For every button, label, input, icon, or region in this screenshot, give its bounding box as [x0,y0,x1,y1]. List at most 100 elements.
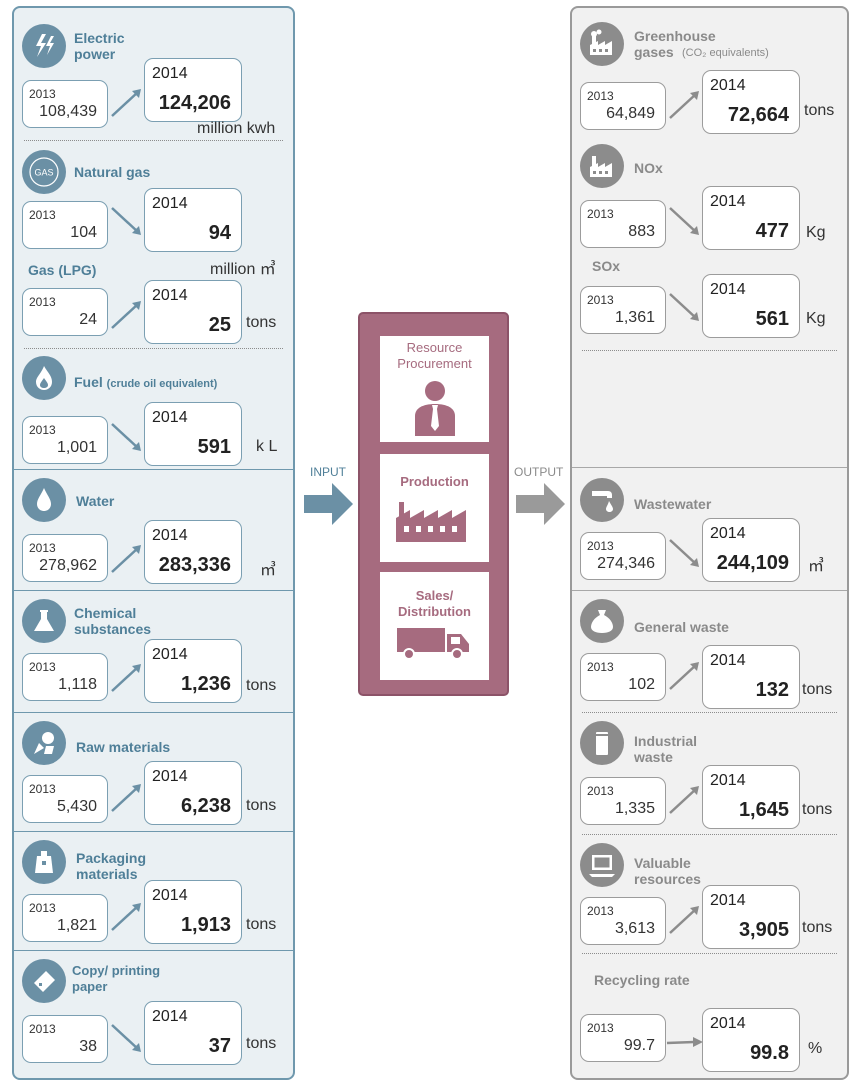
gas-lpg-title: Gas (LPG) [28,262,97,278]
divider [572,467,847,468]
value-2013: 1,361 [614,309,655,326]
nox-item: NOx 2013 883 2014 477 Kg [572,142,847,262]
water-2013-box: 2013 278,962 [22,534,108,582]
raw-materials-title: Raw materials [76,739,171,755]
factory-icon [580,144,624,188]
trend-down-arrow-icon [669,207,699,235]
trend-down-arrow-icon [669,539,699,567]
year-label: 2013 [29,901,56,915]
general-waste-item: General waste 2013 102 2014 132 tons [572,591,847,713]
divider [582,953,837,954]
valuable-resources-item: Valuable resources 2013 3,613 2014 3,905… [572,835,847,953]
output-panel: Greenhouse gases (CO₂ equivalents) 2013 6… [570,6,849,1080]
divider [14,950,293,951]
ghg-2013-box: 2013 64,849 [580,82,666,130]
value-2014: 72,664 [727,104,789,126]
process-column: Resource Procurement Production Sales/ D… [358,312,509,696]
general-waste-2014-box: 2014 132 [702,645,800,709]
year-label: 2013 [587,660,614,674]
greenhouse-gases-item: Greenhouse gases (CO₂ equivalents) 2013 6… [572,8,847,142]
year-label: 2013 [587,207,614,221]
wastewater-title: Wastewater [634,496,712,512]
lightning-icon [22,24,66,68]
electric-power-unit: million kwh [197,120,276,137]
value-2013: 3,613 [614,920,655,937]
trend-up-arrow-icon [669,91,699,119]
packaging-title: Packaging materials [76,850,147,882]
year-label: 2014 [710,525,746,542]
year-label: 2013 [29,208,56,222]
raw-materials-unit: tons [246,797,277,814]
ghg-title-text: Greenhouse gases [634,28,716,60]
paper-unit: tons [246,1035,277,1052]
trend-down-arrow-icon [111,1024,141,1052]
year-label: 2013 [587,784,614,798]
value-2013: 1,335 [614,800,655,817]
value-2014: 3,905 [738,919,789,941]
year-label: 2014 [152,1008,188,1025]
water-drop-icon [22,478,66,522]
ghg-title: Greenhouse gases (CO₂ equivalents) [634,28,834,60]
value-2013: 108,439 [39,103,97,120]
chemical-2013-box: 2013 1,118 [22,653,108,701]
year-label: 2014 [152,768,188,785]
flame-icon [22,356,66,400]
waste-can-icon [580,721,624,765]
raw-materials-2013-box: 2013 5,430 [22,775,108,823]
electric-power-title: Electric power [74,30,125,62]
value-2013: 24 [79,311,97,328]
value-2014: 283,336 [158,554,231,576]
value-2014: 591 [197,436,231,458]
year-label: 2014 [152,195,188,212]
input-arrow-icon [304,483,353,525]
year-label: 2014 [152,887,188,904]
value-2014: 37 [208,1035,231,1057]
ghg-2014-box: 2014 72,664 [702,70,800,134]
year-label: 2014 [152,65,188,82]
copy-paper-item: Copy/ printing paper 2013 38 2014 37 ton… [14,951,293,1078]
trend-up-arrow-icon [111,784,141,812]
recycling-title: Recycling rate [594,972,690,988]
trend-down-arrow-icon [111,423,141,451]
divider [582,712,837,713]
chemical-unit: tons [246,677,277,694]
fuel-item: Fuel (crude oil equivalent) 2013 1,001 2… [14,350,293,470]
valuable-2013-box: 2013 3,613 [580,897,666,945]
year-label: 2014 [710,652,746,669]
input-label: INPUT [310,465,346,479]
water-unit: ㎥ [260,562,277,579]
factory-icon [396,502,466,542]
paper-2013-box: 2013 38 [22,1015,108,1063]
value-2013: 883 [628,223,655,240]
stage-label: Production [400,474,469,489]
divider [24,348,283,349]
stage-sales-distribution: Sales/ Distribution [380,572,489,680]
value-2013: 104 [70,224,97,241]
year-label: 2013 [587,89,614,103]
value-2014: 25 [208,314,231,336]
nox-2014-box: 2014 477 [702,186,800,250]
year-label: 2013 [29,87,56,101]
fuel-title-note: (crude oil equivalent) [106,378,218,390]
output-arrow-icon [516,483,565,525]
divider [582,350,837,351]
sox-title: SOx [592,258,621,274]
fuel-2013-box: 2013 1,001 [22,416,108,464]
trend-down-arrow-icon [669,293,699,321]
general-waste-unit: tons [802,681,833,698]
stage-production: Production [380,454,489,562]
value-2014: 1,236 [180,673,231,695]
value-2014: 6,238 [180,795,231,817]
trend-up-arrow-icon [111,664,141,692]
value-2013: 64,849 [606,105,655,122]
natural-gas-title: Natural gas [74,164,151,180]
ghg-title-note: (CO₂ equivalents) [682,47,769,59]
nox-unit: Kg [806,224,826,241]
wastewater-item: Wastewater 2013 274,346 2014 244,109 ㎥ [572,468,847,590]
gas-icon: GAS [22,150,66,194]
industrial-waste-item: Industrial waste 2013 1,335 2014 1,645 t… [572,713,847,835]
industrial-waste-title: Industrial waste [634,733,698,765]
value-2014: 94 [208,222,231,244]
gas-lpg-2014-box: 2014 25 [144,280,242,344]
water-item: Water 2013 278,962 2014 283,336 ㎥ [14,470,293,590]
